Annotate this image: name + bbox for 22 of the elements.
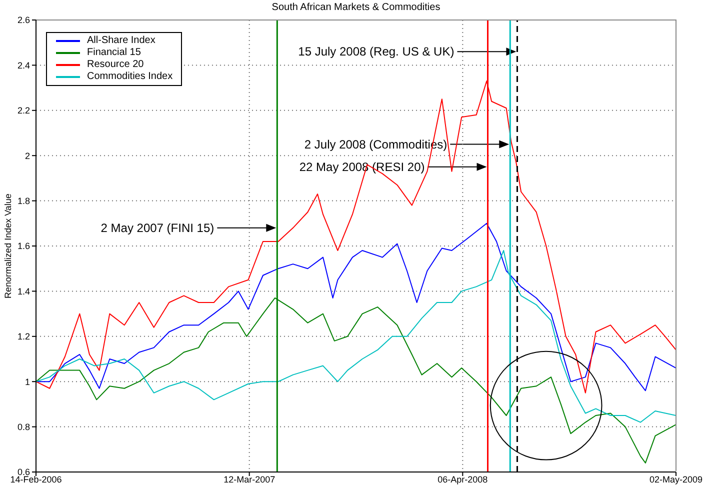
line-series	[36, 222, 676, 392]
x-tick-label: 12-Mar-2007	[224, 474, 276, 484]
x-tick-label: 02-May-2009	[649, 474, 703, 484]
y-tick-label: 1.4	[17, 286, 30, 296]
legend-label: Financial 15	[87, 47, 141, 59]
y-tick-label: 2.2	[17, 106, 30, 116]
y-tick-label: 1	[24, 376, 30, 387]
y-tick-label: 1.6	[17, 241, 30, 252]
y-tick-label: 0.8	[17, 422, 30, 432]
y-tick-label: 2	[24, 150, 30, 161]
y-axis-title: Renormalized Index Value	[3, 194, 14, 298]
x-tick-label: 06-Apr-2008	[438, 474, 488, 484]
annotation: 2 May 2007 (FINI 15)	[100, 220, 214, 235]
y-tick-label: 1.2	[17, 332, 30, 342]
annotation: 15 July 2008 (Reg. US & UK)	[298, 44, 454, 59]
legend-label: Commodities Index	[87, 71, 173, 83]
chart-title: South African Markets & Commodities	[270, 2, 442, 13]
legend-label: Resource 20	[87, 59, 144, 71]
y-tick-label: 2.6	[17, 15, 30, 26]
y-tick-label: 2.4	[17, 60, 30, 70]
legend-label: All-Share Index	[87, 35, 156, 47]
y-tick-label: 1.8	[17, 196, 30, 206]
